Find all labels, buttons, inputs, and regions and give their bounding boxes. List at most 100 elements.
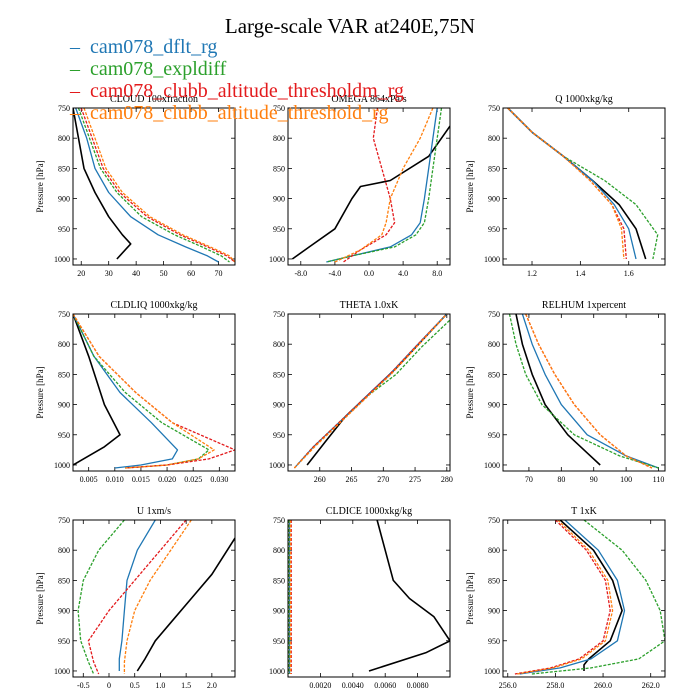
series-group [288, 520, 450, 674]
x-tick-label: 110 [653, 475, 665, 484]
legend-label: cam078_clubb_altitude_thresholdm_rg [90, 80, 405, 102]
series-line-obs [291, 125, 450, 260]
series-line-thp [83, 108, 235, 263]
series-line-dflt [326, 108, 438, 263]
y-tick-label: 950 [58, 431, 70, 440]
series-line-obs [73, 108, 132, 260]
series-line-thp [525, 314, 653, 469]
y-tick-label: 750 [488, 310, 500, 319]
y-tick-label: 900 [58, 401, 70, 410]
y-tick-label: 1000 [54, 461, 70, 470]
series-line-thp [507, 108, 625, 260]
x-tick-label: 280 [441, 475, 453, 484]
y-tick-label: 750 [488, 104, 500, 113]
x-tick-label: 0 [107, 681, 111, 690]
series-line-obs [73, 314, 121, 466]
y-tick-label: 950 [488, 637, 500, 646]
legend: – cam078_dflt_rg – cam078_expldiff – cam… [70, 36, 404, 124]
legend-entry-thp: – cam078_clubb_altitude_threshold_rg [70, 102, 404, 124]
chart-panel: CLDLIQ 1000xkg/kg Pressure [hPa] 750 800 850… [35, 300, 236, 484]
x-tick-label: 1.5 [181, 681, 191, 690]
y-tick-label: 750 [273, 104, 285, 113]
legend-swatch: – [70, 80, 80, 102]
y-tick-label: 750 [58, 104, 70, 113]
panel-title: OMEGA 864xPa/s [331, 94, 406, 105]
series-line-dflt [73, 314, 179, 469]
chart-panel: OMEGA 864xPa/s 750 800 850 900 950 1000 -8.0 -4.… [269, 94, 451, 278]
y-tick-label: 900 [273, 607, 285, 616]
y-tick-label: 750 [58, 516, 70, 525]
series-group [293, 314, 450, 469]
panel-title: CLDICE 1000xkg/kg [326, 506, 412, 517]
x-tick-label: 2.0 [207, 681, 217, 690]
series-line-thp [334, 108, 434, 263]
legend-swatch: – [70, 102, 80, 124]
y-tick-label: 750 [273, 516, 285, 525]
chart-panel: U 1xm/s Pressure [hPa] 750 800 850 900 950 1000… [35, 506, 236, 690]
y-tick-label: 900 [488, 195, 500, 204]
y-tick-label: 800 [58, 546, 70, 555]
x-tick-label: -4.0 [329, 269, 342, 278]
x-tick-label: 4.0 [398, 269, 408, 278]
x-tick-label: 0.015 [132, 475, 150, 484]
y-axis-label: Pressure [hPa] [35, 366, 45, 418]
x-tick-label: 8.0 [432, 269, 442, 278]
x-tick-label: 1.2 [527, 269, 537, 278]
y-tick-label: 850 [273, 370, 285, 379]
series-line-expl [326, 108, 443, 263]
panel-title: U 1xm/s [137, 506, 171, 517]
legend-entry-expl: – cam078_expldiff [70, 58, 404, 80]
chart-panel: CLOUD 100xfraction Pressure [hPa] 750 800 85… [35, 94, 236, 278]
x-tick-label: 100 [620, 475, 632, 484]
y-tick-label: 800 [488, 134, 500, 143]
x-tick-label: -8.0 [294, 269, 307, 278]
series-group [291, 108, 450, 263]
x-tick-label: 70 [525, 475, 533, 484]
y-tick-label: 800 [273, 134, 285, 143]
y-tick-label: 750 [273, 310, 285, 319]
panel-title: T 1xK [571, 506, 597, 517]
plot-frame [72, 313, 236, 472]
y-tick-label: 950 [488, 431, 500, 440]
x-tick-label: 0.0 [364, 269, 374, 278]
y-tick-label: 1000 [54, 667, 70, 676]
y-tick-label: 750 [488, 516, 500, 525]
x-tick-label: 262.0 [642, 681, 660, 690]
y-tick-label: 1000 [269, 255, 285, 264]
series-line-expl [73, 314, 210, 469]
y-axis-label: Pressure [hPa] [35, 160, 45, 212]
x-tick-label: 1.4 [575, 269, 585, 278]
y-axis-label: Pressure [hPa] [465, 572, 475, 624]
series-line-dflt [507, 108, 637, 260]
series-line-expl [531, 520, 665, 675]
x-tick-label: 256.0 [499, 681, 517, 690]
y-tick-label: 850 [273, 164, 285, 173]
plot-frame [72, 107, 236, 266]
x-tick-label: 275 [409, 475, 421, 484]
y-tick-label: 900 [58, 195, 70, 204]
x-tick-label: 0.005 [80, 475, 98, 484]
y-tick-label: 800 [273, 340, 285, 349]
y-tick-label: 950 [273, 637, 285, 646]
series-group [507, 108, 659, 260]
x-tick-label: -0.5 [77, 681, 90, 690]
x-tick-label: 0.0080 [407, 681, 429, 690]
x-tick-label: 0.0040 [342, 681, 364, 690]
x-tick-label: 0.025 [184, 475, 202, 484]
y-tick-label: 950 [488, 225, 500, 234]
y-tick-label: 900 [273, 195, 285, 204]
series-line-thm [293, 314, 448, 469]
y-tick-label: 1000 [484, 461, 500, 470]
y-tick-label: 1000 [484, 667, 500, 676]
series-group [514, 520, 665, 675]
plot-frame [502, 313, 666, 472]
chart-panel: THETA 1.0xK 750 800 850 900 950 1000 260 265 270 2… [269, 300, 453, 484]
y-tick-label: 850 [488, 576, 500, 585]
legend-swatch: – [70, 36, 80, 58]
chart-panel: T 1xK Pressure [hPa] 750 800 850 900 950 1000 25… [465, 506, 666, 690]
x-tick-label: 80 [557, 475, 565, 484]
legend-swatch: – [70, 58, 80, 80]
y-tick-label: 800 [488, 340, 500, 349]
chart-panel: RELHUM 1xpercent Pressure [hPa] 750 800 850 9… [465, 300, 666, 484]
y-tick-label: 1000 [269, 667, 285, 676]
